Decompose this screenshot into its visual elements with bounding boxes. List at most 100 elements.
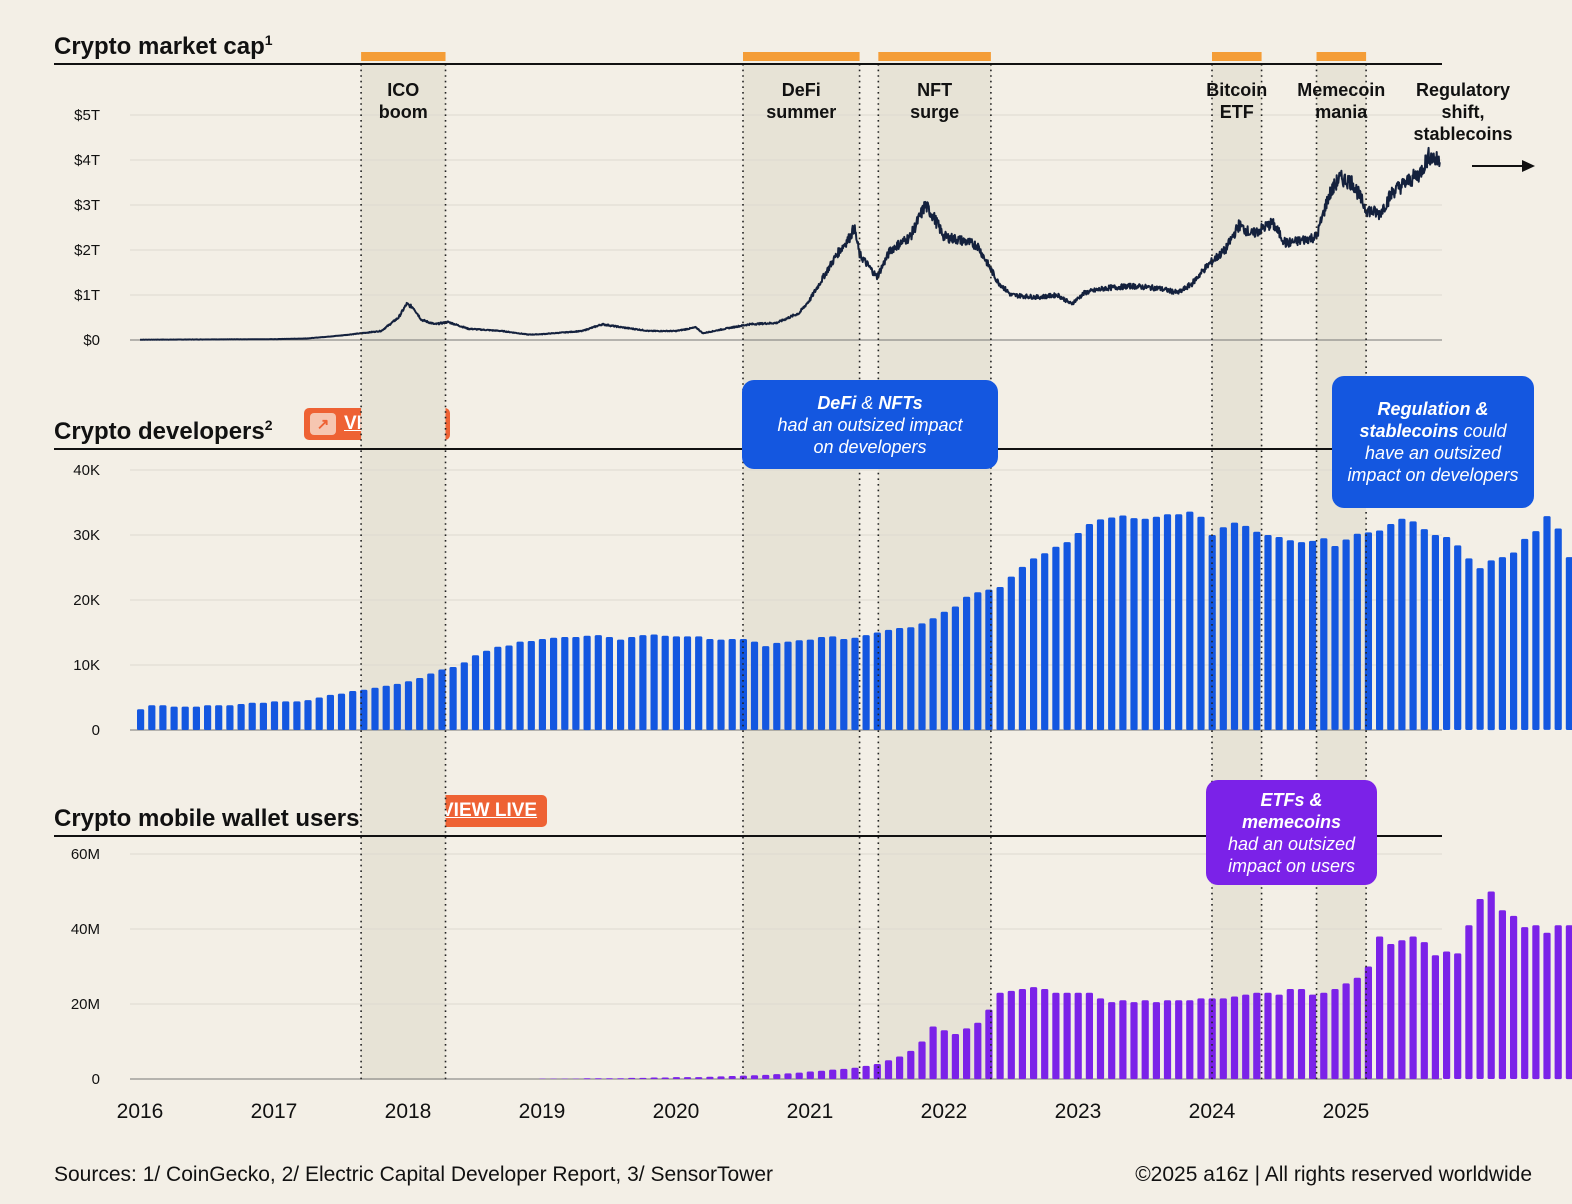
- developers-bar: [583, 635, 591, 731]
- developers-bar: [706, 639, 714, 730]
- wallet-users-bar: [672, 1077, 680, 1079]
- developers-bar: [1454, 545, 1462, 730]
- developers-bar: [1208, 535, 1216, 730]
- market-cap-footnote: 1: [264, 32, 273, 48]
- wallet-users-bar: [806, 1071, 814, 1079]
- developers-bar: [661, 635, 669, 731]
- developers-bar: [617, 639, 625, 730]
- developers-bar: [382, 685, 390, 730]
- developers-bar: [1543, 516, 1551, 730]
- developers-bar: [1521, 538, 1529, 730]
- developers-bar: [974, 592, 982, 730]
- period-top-bar: [1212, 52, 1262, 61]
- developers-bar: [449, 667, 457, 730]
- wallet-users-bar: [1096, 998, 1105, 1079]
- wallet-users-bar: [1532, 925, 1540, 1080]
- developers-bar: [1309, 540, 1317, 730]
- period-label: ICO boom: [378, 80, 428, 122]
- developers-bar: [561, 637, 569, 730]
- wallet-users-bar: [1264, 992, 1272, 1080]
- developers-bar: [951, 606, 959, 730]
- developers-bar: [438, 669, 446, 730]
- developers-bar: [416, 678, 424, 730]
- wallet-users-bar: [840, 1068, 848, 1079]
- market-cap-line: [139, 146, 1441, 341]
- wallet-users-title-text: Crypto mobile wallet users: [54, 805, 360, 832]
- developers-bar: [360, 689, 368, 730]
- developers-bar: [270, 701, 279, 730]
- defi-callout-text: had an outsized impact on developers: [777, 414, 963, 457]
- right-arrow-head: [1522, 160, 1535, 172]
- wallet-users-bar: [829, 1069, 837, 1079]
- wallet-users-bar: [1353, 977, 1361, 1080]
- wallet-users-bar: [762, 1074, 770, 1079]
- x-year-label: 2025: [1323, 1100, 1370, 1123]
- wallet-users-bar: [683, 1077, 692, 1079]
- developers-bar: [494, 646, 502, 730]
- developers-bar: [605, 637, 613, 730]
- developers-bar: [337, 693, 346, 730]
- wallet-users-bar: [1253, 992, 1261, 1080]
- developers-bar: [1108, 517, 1116, 730]
- developers-bar: [594, 635, 602, 730]
- x-year-label: 2020: [653, 1100, 700, 1123]
- wallet-users-bar: [650, 1077, 658, 1079]
- x-year-label: 2021: [787, 1100, 834, 1123]
- developers-bar: [695, 636, 703, 730]
- developers-bar: [1353, 533, 1361, 730]
- wallet-users-bar: [951, 1034, 959, 1079]
- wallet-users-bar: [1521, 927, 1529, 1079]
- developers-bar: [1041, 553, 1049, 730]
- developers-bar: [1052, 546, 1060, 730]
- developers-bar: [527, 641, 535, 730]
- wallet-users-bar: [1398, 940, 1406, 1080]
- developers-bar: [817, 637, 826, 730]
- wallet-users-bar: [583, 1078, 591, 1080]
- wallet-users-chart: [538, 891, 1572, 1080]
- wallet-users-bar: [1443, 951, 1451, 1079]
- developers-bar: [1253, 531, 1261, 731]
- wallet-users-bar: [1487, 891, 1495, 1079]
- y-tick-label: $0: [83, 332, 100, 349]
- wallet-users-bar: [695, 1077, 703, 1079]
- wallet-users-bar: [963, 1028, 971, 1079]
- wallet-users-bar: [1342, 983, 1350, 1079]
- period-band: [361, 64, 446, 1080]
- wallet-users-bar: [795, 1072, 803, 1079]
- y-tick-label: 40M: [71, 921, 100, 938]
- wallet-users-bar: [1409, 936, 1417, 1079]
- y-tick-label: $2T: [74, 242, 100, 259]
- wallet-users-bar: [605, 1078, 613, 1080]
- wallet-users-bar: [1130, 1002, 1138, 1079]
- developers-bar: [1230, 522, 1239, 730]
- wallet-users-bar: [773, 1074, 781, 1079]
- developers-bar: [505, 645, 513, 730]
- wallet-users-bar: [1052, 992, 1060, 1080]
- developers-bar: [929, 618, 937, 730]
- developers-bar: [795, 640, 803, 730]
- developers-bar: [1275, 537, 1283, 730]
- developers-title: Crypto developers2: [54, 411, 273, 446]
- developers-bar: [516, 641, 524, 730]
- developers-bar: [1141, 518, 1149, 731]
- period-top-bar: [878, 52, 991, 61]
- developers-bar: [1409, 521, 1417, 730]
- developers-bar: [215, 705, 223, 730]
- period-dashed-lines: [360, 64, 1367, 1080]
- wallet-users-bar: [1041, 989, 1049, 1079]
- period-band: [743, 64, 860, 1080]
- wallet-users-bar: [1186, 1000, 1194, 1080]
- developers-chart: [137, 511, 1572, 731]
- wallet-users-bar: [1543, 932, 1551, 1080]
- wallet-users-bar: [1119, 1000, 1127, 1080]
- wallet-users-bar: [750, 1075, 759, 1080]
- developers-bar: [1387, 524, 1395, 730]
- developers-bar: [650, 634, 658, 730]
- developers-bar: [1431, 535, 1439, 730]
- developers-bar: [1163, 514, 1172, 730]
- wallet-users-bar: [1141, 1000, 1149, 1080]
- market-cap-title: Crypto market cap1: [54, 26, 273, 61]
- wallet-users-bar: [929, 1026, 937, 1079]
- wallet-users-bar: [639, 1077, 647, 1079]
- wallet-users-bar: [851, 1067, 859, 1080]
